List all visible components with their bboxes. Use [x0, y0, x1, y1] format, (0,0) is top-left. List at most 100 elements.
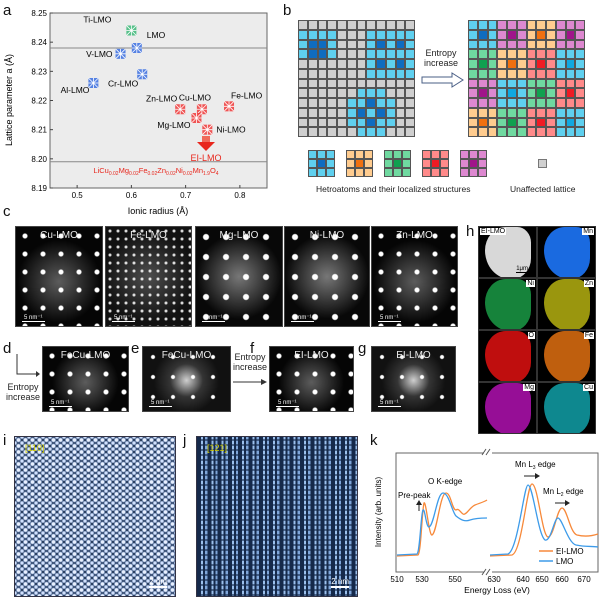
hrtem-image-110: [110] 2 nm	[14, 436, 176, 597]
y-tick-label: 8.25	[31, 9, 47, 18]
lattice-cell-red	[575, 78, 585, 89]
lattice-cell-cyan	[507, 78, 517, 89]
swatch-cell	[393, 168, 402, 177]
image-title: EI-LMO	[294, 350, 329, 361]
lattice-cell-green	[468, 49, 478, 59]
lattice-cell-red	[546, 127, 556, 137]
lattice-cell	[385, 117, 396, 128]
lattice-cell	[376, 49, 386, 59]
lattice-cell-orange	[516, 68, 527, 79]
lattice-cell	[298, 29, 308, 40]
legend-heteroatoms-text: Hetroatoms and their localized structure…	[316, 184, 471, 194]
increase-text: increase	[232, 362, 268, 372]
swatch-cell	[393, 150, 402, 159]
lattice-after	[468, 20, 585, 137]
x-tick-640: 640	[516, 575, 530, 584]
swatch-cell	[317, 150, 326, 159]
panel-label-i: i	[3, 432, 7, 449]
swatch-cell	[308, 168, 317, 177]
lattice-cell	[376, 107, 386, 118]
lattice-cell	[307, 49, 318, 59]
image-title: Mg-LMO	[219, 230, 259, 241]
lattice-cell-red	[526, 68, 537, 79]
y-axis-label: Intensity (arb. units)	[374, 477, 383, 548]
panel-label-b: b	[283, 2, 292, 19]
swatch-cell	[422, 150, 431, 159]
lattice-cell-red	[555, 98, 566, 108]
swatch-cell	[384, 150, 393, 159]
lattice-cell	[356, 117, 367, 128]
swatch-cell	[326, 168, 335, 177]
lattice-cell	[307, 20, 318, 30]
lattice-cell	[307, 107, 318, 118]
lattice-cell	[366, 59, 376, 69]
element-label: Fe	[583, 332, 594, 339]
lattice-cell-cyan	[575, 127, 585, 137]
data-point-ni-lmo	[202, 124, 213, 135]
lattice-cell-orange	[526, 39, 537, 50]
mn-l3-edge-label: Mn L3 edge	[515, 460, 556, 471]
lattice-cell-cyan	[555, 107, 566, 118]
lattice-cell-blue	[487, 20, 498, 30]
lattice-cell	[307, 59, 318, 69]
swatch-cell	[478, 150, 487, 159]
swatch-cell	[440, 159, 449, 168]
x-tick-550: 550	[448, 575, 462, 584]
saed-fecu-lmo: FeCu-LMO 5 nm⁻¹	[42, 346, 129, 412]
lattice-cell-red	[536, 107, 546, 118]
swatch-cell	[469, 159, 478, 168]
point-label: V-LMO	[86, 49, 113, 59]
lattice-cell	[346, 78, 357, 89]
lattice-cell-red	[526, 49, 537, 59]
particle-shape	[485, 331, 531, 381]
lattice-cell	[346, 98, 357, 108]
lattice-cell-orange	[497, 59, 507, 69]
scale-bar: 5 nm⁻¹	[22, 315, 45, 322]
lattice-cell	[395, 127, 406, 137]
lattice-cell	[395, 88, 406, 98]
saed-ei-lmo: EI-LMO 5 nm⁻¹	[269, 346, 354, 412]
lattice-cell-purple	[565, 20, 576, 30]
lattice-before	[298, 20, 415, 137]
lattice-cell	[395, 68, 406, 79]
panel-label-d: d	[3, 340, 12, 357]
eds-map-o: O	[478, 330, 537, 382]
swatch-cell	[346, 159, 355, 168]
lattice-cell-orange	[468, 127, 478, 137]
lattice-cell-purple	[555, 39, 566, 50]
lattice-cell	[337, 68, 347, 79]
lattice-cell	[307, 98, 318, 108]
lattice-cell	[298, 117, 308, 128]
lattice-cell	[327, 107, 337, 118]
lattice-cell	[395, 107, 406, 118]
lattice-cell-green	[497, 127, 507, 137]
lattice-cell	[337, 98, 347, 108]
lattice-cell	[307, 78, 318, 89]
lattice-cell-purple	[565, 39, 576, 50]
lattice-cell	[376, 88, 386, 98]
x-tick-label: 0.7	[180, 191, 192, 200]
particle-shape	[544, 279, 590, 329]
swatch-cell	[393, 159, 402, 168]
lattice-cell-red	[565, 88, 576, 98]
lattice-cell-green	[516, 107, 527, 118]
lattice-cell	[337, 29, 347, 40]
lattice-cell	[337, 107, 347, 118]
lattice-cell	[405, 68, 415, 79]
swatch-cell	[402, 150, 411, 159]
y-tick-label: 8.20	[31, 155, 47, 164]
lattice-cell-red	[555, 78, 566, 89]
lattice-cell-green	[536, 98, 546, 108]
panel-label-h: h	[466, 223, 475, 240]
lattice-cell	[366, 127, 376, 137]
particle-shape	[544, 383, 590, 433]
eels-spectrum-plot: Intensity (arb. units) Energy Loss (eV) …	[374, 448, 599, 595]
lattice-cell	[317, 68, 328, 79]
x-tick-670: 670	[577, 575, 591, 584]
lattice-cell-orange	[468, 107, 478, 118]
lattice-cell	[395, 98, 406, 108]
lattice-cell	[327, 49, 337, 59]
lattice-cell	[298, 20, 308, 30]
lattice-cell	[327, 39, 337, 50]
lattice-cell-cyan	[575, 68, 585, 79]
